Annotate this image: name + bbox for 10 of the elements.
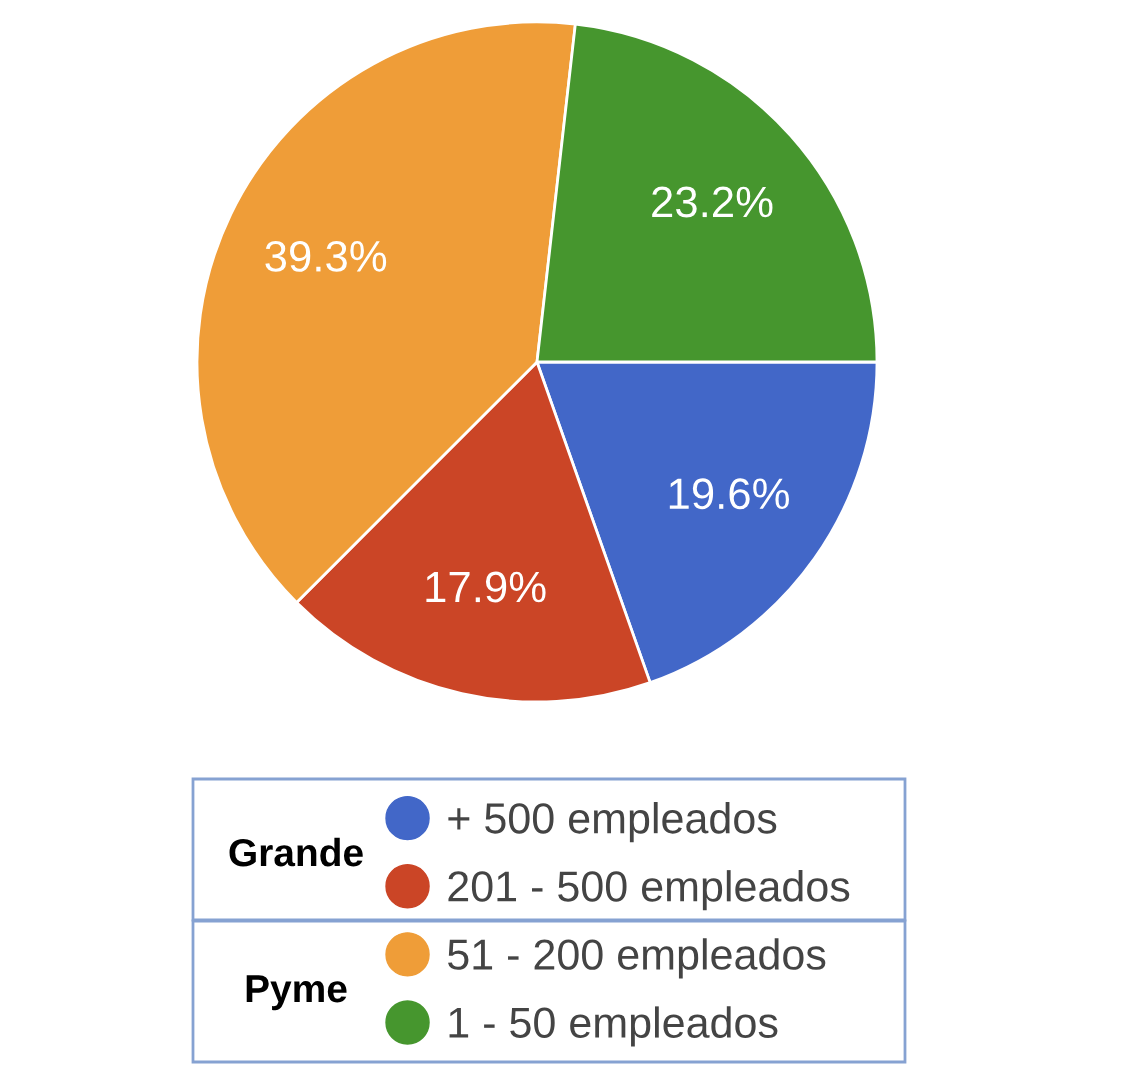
data-label: 39.3% bbox=[265, 240, 387, 272]
legend-label: + 500 empleados bbox=[448, 802, 777, 843]
data-label: 23.2% bbox=[652, 186, 773, 218]
legend-label: 51 - 200 empleados bbox=[448, 938, 826, 979]
text: Grande bbox=[229, 837, 363, 867]
legend-label: 201 - 500 empleados bbox=[448, 870, 850, 911]
legend-label: 1 - 50 empleados bbox=[449, 1006, 778, 1047]
data-label: 19.6% bbox=[669, 478, 789, 510]
text: Pyme bbox=[246, 975, 347, 1011]
data-label: 17.9% bbox=[426, 571, 546, 603]
